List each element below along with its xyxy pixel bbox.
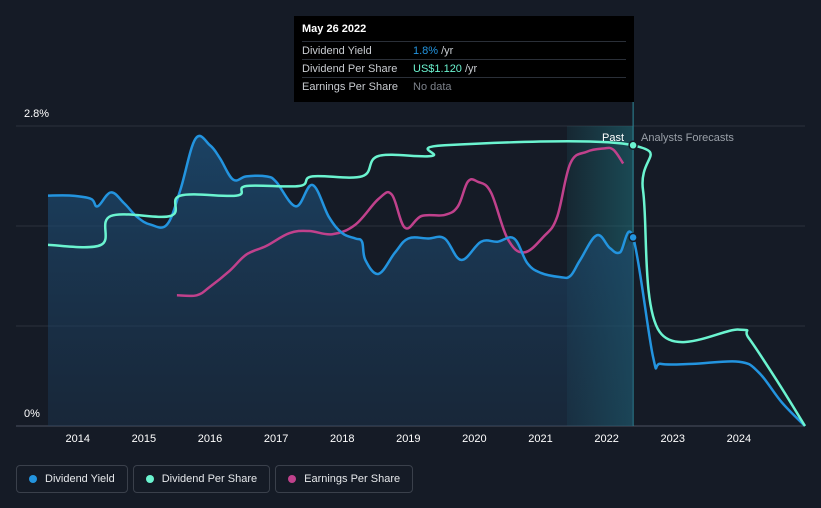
tooltip-row-yield: Dividend Yield 1.8% /yr (302, 41, 626, 59)
x-tick-label: 2018 (329, 433, 355, 445)
tooltip-value: No data (413, 80, 452, 93)
legend-label: Dividend Per Share (161, 473, 258, 485)
x-tick-label: 2019 (396, 433, 421, 445)
x-tick-label: 2024 (726, 433, 752, 445)
past-region-label: Past (602, 132, 625, 144)
x-tick-label: 2015 (131, 433, 157, 445)
x-tick-label: 2016 (197, 433, 223, 445)
x-tick-label: 2021 (528, 433, 553, 445)
tooltip-label: Dividend Yield (302, 44, 372, 57)
legend-dot-icon (288, 475, 297, 483)
tooltip-date: May 26 2022 (302, 23, 367, 35)
x-tick-label: 2022 (594, 433, 619, 445)
data-tooltip: May 26 2022 Dividend Yield 1.8% /yr Divi… (294, 16, 634, 102)
series-line-eps (176, 146, 625, 298)
tooltip-unit: /yr (464, 62, 478, 75)
legend-item-dividend-yield[interactable]: Dividend Yield (16, 465, 128, 493)
marker-yield (628, 232, 638, 243)
x-tick-label: 2017 (263, 433, 289, 445)
x-tick-label: 2014 (65, 433, 90, 445)
x-tick-label: 2023 (660, 433, 686, 445)
legend-dot-icon (29, 475, 37, 483)
legend-item-earnings-per-share[interactable]: Earnings Per Share (275, 465, 414, 493)
y-tick-label-max: 2.8% (24, 108, 50, 120)
tooltip-row-eps: Earnings Per Share No data (302, 77, 626, 95)
chart-legend: Dividend Yield Dividend Per Share Earnin… (16, 465, 414, 493)
marker-dps (628, 140, 638, 151)
tooltip-label: Earnings Per Share (302, 80, 398, 93)
dividend-yield-area (48, 135, 634, 427)
x-tick-label: 2020 (462, 433, 487, 445)
legend-label: Dividend Yield (45, 473, 115, 485)
legend-dot-icon (145, 475, 154, 483)
tooltip-value: 1.8% (413, 44, 439, 57)
y-tick-label-min: 0% (24, 408, 40, 420)
series-line-dps (47, 139, 807, 427)
tooltip-row-dps: Dividend Per Share US$1.120 /yr (302, 59, 626, 77)
tooltip-value: US$1.120 (413, 62, 462, 75)
legend-item-dividend-per-share[interactable]: Dividend Per Share (132, 465, 271, 493)
forecast-region-label: Analysts Forecasts (641, 132, 734, 144)
tooltip-unit: /yr (441, 44, 454, 57)
tooltip-label: Dividend Per Share (302, 62, 398, 75)
series-line-yield (47, 134, 806, 427)
legend-label: Earnings Per Share (304, 473, 401, 485)
